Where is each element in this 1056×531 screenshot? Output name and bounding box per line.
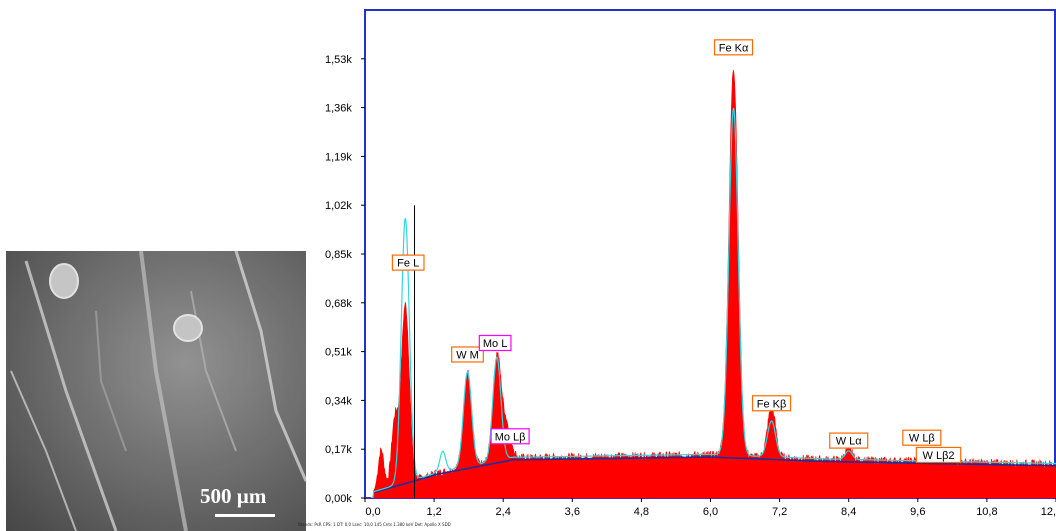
eds-spectrum-chart: 0,00k 0,17k 0,34k 0,51k 0,68k 0,85k 1,02k 1,19k…	[323, 0, 1056, 531]
x-tick-label: 4,8	[634, 506, 649, 518]
y-tick-label: 1,36k	[325, 103, 352, 115]
peak-label-box	[391, 254, 425, 271]
peak-label-box	[915, 446, 962, 464]
sem-micrograph: 500 µm	[6, 251, 306, 531]
fit-series	[370, 107, 1056, 499]
peak-label: Fe L	[397, 258, 419, 270]
peak-label-box	[490, 428, 530, 445]
peak-label: Mo Lβ	[495, 431, 526, 443]
y-tick-label: 1,02k	[325, 200, 352, 212]
y-tick-label: 0,34k	[325, 395, 352, 407]
peak-label-box	[902, 429, 942, 446]
peak-label: Fe Kα	[719, 42, 749, 54]
peak-label: W M	[456, 349, 479, 361]
peak-label: W Lα	[836, 436, 863, 448]
x-tick-label: 12,	[1041, 506, 1056, 518]
x-tick-label: 1,2	[426, 506, 441, 518]
x-tick-label: 2,4	[496, 506, 511, 518]
sem-texture	[6, 251, 306, 531]
x-tick-label: 7,2	[772, 506, 787, 518]
status-line: Stands: PsR CPS: 1 DT: 0,0 Lsec: 10,0 14…	[298, 522, 451, 527]
peak-label: W Lβ2	[923, 450, 955, 462]
x-tick-label: 0,0	[365, 506, 380, 518]
y-tick-label: 0,68k	[325, 298, 352, 310]
spectrum-series	[365, 69, 1056, 499]
y-tick-label: 1,19k	[325, 151, 352, 163]
x-tick-label: 9,6	[910, 506, 925, 518]
y-tick-label: 1,53k	[325, 54, 352, 66]
y-tick-label: 0,17k	[325, 444, 352, 456]
peak-label: Fe Kβ	[757, 398, 787, 410]
scale-bar-label: 500 µm	[200, 484, 267, 508]
peak-label-box	[751, 395, 792, 412]
x-tick-label: 8,4	[841, 506, 856, 518]
y-tick-label: 0,85k	[325, 249, 352, 261]
x-tick-label: 10,8	[976, 506, 997, 518]
peak-label: W Lβ	[909, 433, 935, 445]
spectrum-svg: 0,00k 0,17k 0,34k 0,51k 0,68k 0,85k 1,02k 1,19k…	[325, 9, 1056, 518]
y-tick-label: 0,51k	[325, 347, 352, 359]
peak-label-box	[478, 334, 512, 352]
y-tick-label: 0,00k	[325, 493, 352, 505]
x-tick-label: 6,0	[703, 506, 718, 518]
peak-label-box	[713, 39, 754, 56]
background-series	[373, 456, 1056, 494]
peak-label-box	[451, 346, 484, 363]
peak-label: Mo L	[483, 338, 507, 350]
peak-label-box	[829, 432, 869, 449]
x-tick-label: 3,6	[565, 506, 580, 518]
scale-bar	[215, 514, 275, 517]
